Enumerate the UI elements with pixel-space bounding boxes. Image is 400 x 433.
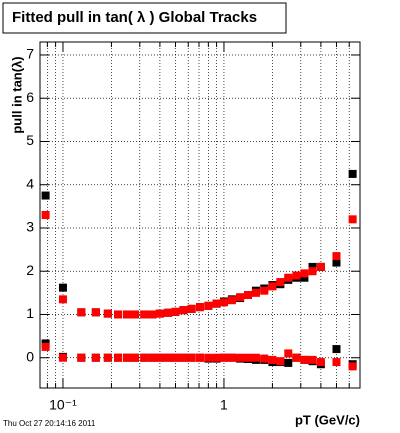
data-point (316, 358, 325, 367)
data-point (204, 301, 213, 310)
data-point (243, 291, 252, 300)
data-point (171, 353, 180, 362)
data-point (284, 349, 293, 358)
x-tick-label: 1 (220, 397, 228, 413)
data-point (123, 353, 132, 362)
data-point (212, 353, 221, 362)
data-point (251, 288, 260, 297)
timestamp: Thu Oct 27 20:14:16 2011 (3, 419, 96, 428)
data-point (155, 353, 164, 362)
data-point (148, 353, 157, 362)
data-point (196, 353, 205, 362)
data-point (155, 309, 164, 318)
data-point (260, 286, 269, 295)
y-axis-label: pull in tan(λ) (9, 56, 24, 133)
y-tick-label: 3 (26, 219, 34, 235)
x-tick-label: 10⁻¹ (49, 397, 77, 413)
data-point (58, 295, 67, 304)
data-point (300, 355, 309, 364)
data-point (292, 353, 301, 362)
data-point (77, 353, 86, 362)
data-point (219, 298, 228, 307)
y-tick-label: 2 (26, 262, 34, 278)
data-point (204, 353, 213, 362)
x-axis-label: pT (GeV/c) (295, 412, 360, 427)
data-point (292, 271, 301, 280)
data-point (243, 353, 252, 362)
data-point (276, 278, 285, 287)
data-point (284, 273, 293, 282)
data-point (332, 252, 341, 261)
data-point (91, 353, 100, 362)
data-point (196, 303, 205, 312)
data-point (219, 353, 228, 362)
data-point (164, 308, 173, 317)
data-point (268, 355, 277, 364)
data-point (130, 310, 139, 319)
data-point (227, 353, 236, 362)
data-point (260, 354, 269, 363)
data-point (179, 353, 188, 362)
data-point (308, 355, 317, 364)
data-point (316, 262, 325, 271)
data-point (251, 353, 260, 362)
data-point (179, 306, 188, 315)
data-point (41, 211, 50, 219)
data-point (332, 358, 341, 367)
plot-frame (39, 41, 361, 389)
y-tick-label: 7 (26, 46, 34, 62)
title-box (2, 2, 287, 34)
data-point (148, 310, 157, 319)
data-point (300, 269, 309, 278)
data-point (268, 282, 277, 291)
data-point (284, 358, 293, 367)
data-point (41, 191, 50, 200)
data-point (130, 353, 139, 362)
data-point (348, 169, 357, 178)
data-point (123, 310, 132, 319)
data-point (332, 258, 341, 267)
y-tick-label: 5 (26, 132, 34, 148)
chart-title: Fitted pull in tan( λ ) Global Tracks (12, 9, 257, 26)
data-point (140, 310, 149, 319)
data-point (308, 267, 317, 276)
data-point (300, 273, 309, 282)
data-point (103, 353, 112, 362)
data-point (227, 296, 236, 305)
y-tick-label: 6 (26, 89, 34, 105)
data-point (236, 353, 245, 362)
y-tick-label: 0 (26, 348, 34, 364)
data-point (103, 309, 112, 318)
y-tick-label: 4 (26, 175, 34, 191)
data-point (58, 353, 67, 362)
data-point (212, 299, 221, 308)
data-point (164, 353, 173, 362)
data-point (114, 310, 123, 319)
data-point (187, 304, 196, 313)
data-point (348, 215, 357, 224)
data-point (114, 353, 123, 362)
data-point (308, 262, 317, 271)
data-point (187, 353, 196, 362)
y-tick-label: 1 (26, 305, 34, 321)
data-point (348, 362, 357, 371)
data-point (140, 353, 149, 362)
data-point (236, 293, 245, 302)
data-point (41, 342, 50, 351)
data-point (171, 307, 180, 316)
data-point (77, 308, 86, 317)
data-point (58, 283, 67, 292)
data-point (332, 345, 341, 354)
data-point (276, 357, 285, 366)
data-point (91, 308, 100, 317)
